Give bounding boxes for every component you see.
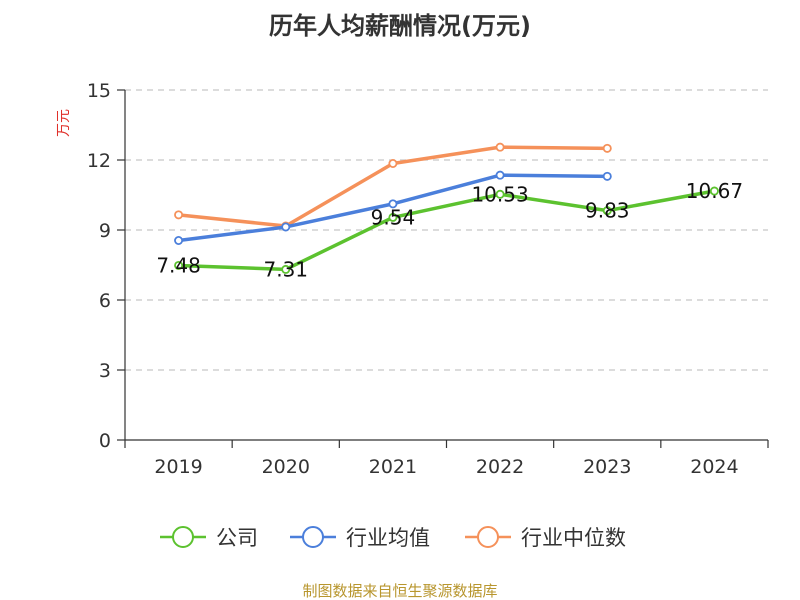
legend-item-0: 公司 [160, 526, 258, 550]
x-tick-label: 2021 [369, 456, 417, 478]
legend: 公司 行业均值 行业中位数 [160, 526, 626, 550]
data-point [602, 171, 612, 181]
data-point [495, 170, 505, 180]
y-tick-label: 3 [99, 360, 111, 382]
series-line [178, 189, 715, 272]
x-tick-label: 2020 [262, 456, 310, 478]
legend-label: 公司 [216, 526, 258, 550]
data-labels: 7.48 7.31 9.54 10.53 9.83 10.67 [156, 179, 743, 281]
data-point [281, 264, 291, 274]
x-tick-labels: 2019 2020 2021 2022 2023 2024 [154, 456, 738, 478]
y-axis-label: 万元 [56, 109, 72, 137]
data-point [388, 212, 398, 222]
legend-marker [302, 526, 324, 548]
y-tick-label: 0 [99, 430, 111, 452]
data-label: 7.31 [263, 257, 308, 281]
legend-marker [477, 526, 499, 548]
series-0 [174, 186, 719, 274]
data-label: 10.67 [686, 179, 743, 203]
data-point [174, 210, 184, 220]
source-note: 制图数据来自恒生聚源数据库 [302, 582, 497, 600]
x-tick-label: 2019 [154, 456, 202, 478]
data-label: 9.54 [371, 205, 416, 229]
data-label: 10.53 [471, 182, 528, 206]
y-tick-labels: 0 3 6 9 12 15 [87, 80, 111, 452]
y-tick-label: 12 [87, 150, 111, 172]
data-point [709, 186, 719, 196]
x-tick-label: 2024 [690, 456, 738, 478]
data-point [602, 143, 612, 153]
legend-marker [172, 526, 194, 548]
y-tick-label: 15 [87, 80, 111, 102]
x-tick-label: 2022 [476, 456, 524, 478]
legend-item-1: 行业均值 [290, 526, 430, 550]
axes [117, 89, 769, 448]
data-point [495, 189, 505, 199]
legend-label: 行业中位数 [521, 526, 626, 550]
data-point [495, 142, 505, 152]
y-tick-label: 6 [99, 290, 111, 312]
series-1 [174, 170, 612, 245]
y-tick-label: 9 [99, 220, 111, 242]
data-point [388, 199, 398, 209]
data-label: 9.83 [585, 199, 630, 223]
x-tick-label: 2023 [583, 456, 631, 478]
series-lines [174, 142, 719, 274]
data-point [174, 235, 184, 245]
data-point [388, 158, 398, 168]
chart-title: 历年人均薪酬情况(万元) [269, 12, 531, 40]
data-point [174, 260, 184, 270]
legend-item-2: 行业中位数 [465, 526, 626, 550]
data-label: 7.48 [156, 253, 201, 277]
data-point [602, 206, 612, 216]
gridlines [125, 89, 768, 371]
data-point [281, 222, 291, 232]
legend-label: 行业均值 [346, 526, 430, 550]
